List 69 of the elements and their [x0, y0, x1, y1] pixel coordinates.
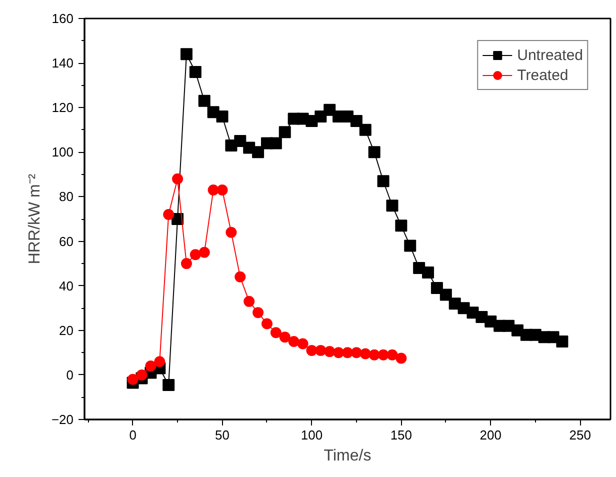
x-tick-label: 250: [569, 428, 591, 442]
y-tick-label: 20: [59, 322, 74, 338]
y-tick-label: 120: [52, 100, 74, 116]
point: [333, 347, 344, 358]
point: [404, 240, 416, 252]
y-tick-label: 140: [52, 56, 74, 71]
point: [342, 347, 353, 358]
point: [163, 209, 174, 220]
point: [422, 266, 434, 278]
point: [386, 349, 398, 360]
legend-label: Treated: [517, 66, 568, 84]
point: [279, 332, 290, 343]
y-tick-label: 80: [59, 189, 74, 204]
y-tick-label: 60: [59, 234, 74, 249]
point: [136, 369, 148, 380]
point: [350, 114, 362, 127]
point: [216, 184, 228, 196]
x-tick-label: 50: [215, 428, 230, 442]
x-tick-label: 0: [129, 428, 136, 442]
point: [190, 249, 201, 260]
point: [234, 271, 246, 282]
point: [127, 374, 138, 385]
point: [297, 338, 308, 350]
point: [252, 146, 264, 158]
point: [226, 226, 237, 238]
legend-label: Untreated: [517, 46, 583, 64]
point: [556, 336, 568, 348]
point: [350, 347, 362, 358]
y-tick-label: 0: [66, 367, 74, 382]
point: [278, 126, 291, 138]
point: [386, 200, 398, 212]
point: [315, 344, 326, 356]
point: [180, 48, 192, 60]
point: [378, 349, 389, 360]
point: [198, 246, 210, 258]
point: [270, 137, 282, 150]
point: [270, 327, 282, 338]
point: [359, 124, 372, 136]
x-tick-label: 100: [300, 428, 323, 442]
point: [360, 348, 371, 360]
point: [261, 318, 272, 330]
point: [288, 336, 300, 348]
point: [377, 175, 390, 188]
point: [368, 146, 380, 158]
point: [180, 258, 192, 270]
point: [172, 173, 184, 184]
point: [244, 296, 255, 307]
x-tick-label: 200: [480, 428, 502, 442]
point: [324, 346, 336, 358]
point: [198, 94, 210, 107]
point: [395, 220, 408, 232]
point: [145, 360, 156, 372]
y-tick-label: −20: [51, 412, 74, 427]
y-tick-label: 40: [59, 278, 74, 294]
point: [306, 344, 318, 356]
y-axis-title: HRR/kW m⁻²: [26, 173, 44, 264]
point: [162, 378, 175, 391]
x-tick-label: 150: [390, 428, 412, 442]
point: [368, 349, 380, 360]
point: [252, 307, 264, 318]
x-axis-title: Time/s: [324, 448, 372, 464]
y-tick-label: 100: [52, 144, 74, 160]
point: [216, 110, 228, 123]
point: [440, 288, 452, 301]
point: [396, 352, 407, 364]
y-tick-label: 160: [52, 11, 74, 26]
point: [208, 184, 219, 196]
point: [154, 356, 166, 368]
point: [189, 66, 202, 78]
